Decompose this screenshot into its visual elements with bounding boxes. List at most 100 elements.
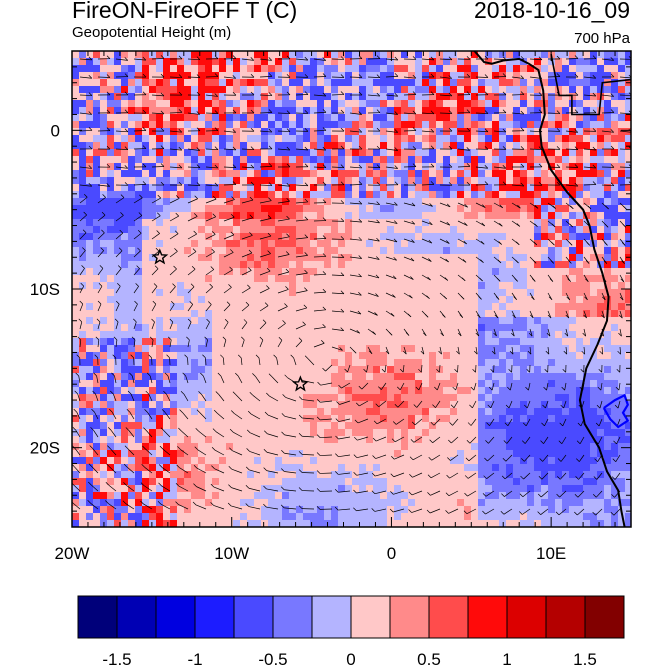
- shading-cell: [422, 401, 429, 408]
- shading-cell: [618, 296, 625, 303]
- shading-cell: [149, 478, 156, 485]
- shading-cell: [590, 184, 597, 191]
- shading-cell: [520, 324, 527, 331]
- shading-cell: [86, 100, 93, 107]
- shading-cell: [86, 394, 93, 401]
- shading-cell: [121, 331, 128, 338]
- shading-cell: [513, 135, 520, 142]
- wind-barb: [282, 320, 286, 324]
- wind-barb: [232, 55, 237, 59]
- shading-cell: [513, 177, 520, 184]
- shading-cell: [275, 212, 282, 219]
- shading-cell: [100, 128, 107, 135]
- shading-cell: [198, 100, 205, 107]
- shading-cell: [163, 331, 170, 338]
- shading-cell: [205, 380, 212, 387]
- shading-cell: [79, 457, 86, 464]
- wind-barb: [250, 73, 255, 78]
- shading-cell: [583, 387, 590, 394]
- wind-barb: [212, 195, 217, 200]
- shading-cell: [576, 485, 583, 492]
- shading-cell: [310, 128, 317, 135]
- wind-barb: [286, 55, 291, 60]
- shading-cell: [345, 408, 352, 415]
- shading-cell: [177, 394, 184, 401]
- shading-cell: [548, 135, 555, 142]
- wind-barb: [521, 458, 525, 462]
- wind-vector: [266, 470, 279, 474]
- wind-barb: [469, 404, 473, 409]
- shading-cell: [590, 86, 597, 93]
- shading-cell: [275, 457, 282, 464]
- shading-cell: [135, 471, 142, 478]
- shading-cell: [107, 387, 114, 394]
- wind-barb: [566, 296, 570, 301]
- shading-cell: [177, 387, 184, 394]
- wind-vector: [213, 486, 225, 492]
- shading-cell: [261, 135, 268, 142]
- wind-vector: [277, 112, 290, 114]
- shading-cell: [240, 233, 247, 240]
- shading-cell: [527, 478, 534, 485]
- shading-cell: [289, 520, 296, 527]
- shading-cell: [261, 107, 268, 114]
- shading-cell: [135, 170, 142, 177]
- wind-vector: [241, 270, 252, 276]
- wind-barb: [470, 386, 475, 391]
- shading-cell: [457, 177, 464, 184]
- wind-vector: [151, 250, 160, 258]
- shading-cell: [373, 51, 380, 58]
- wind-vector: [509, 382, 513, 391]
- wind-vector: [77, 393, 81, 402]
- shading-cell: [282, 247, 289, 254]
- shading-cell: [520, 373, 527, 380]
- wind-barb: [580, 368, 584, 373]
- shading-cell: [506, 338, 513, 345]
- wind-vector: [151, 339, 154, 348]
- shading-cell: [576, 184, 583, 191]
- shading-cell: [296, 506, 303, 513]
- shading-cell: [135, 261, 142, 268]
- shading-cell: [555, 107, 562, 114]
- wind-barb: [97, 300, 102, 305]
- shading-cell: [226, 184, 233, 191]
- shading-cell: [450, 51, 457, 58]
- wind-vector: [197, 449, 207, 456]
- shading-cell: [394, 198, 401, 205]
- shading-cell: [331, 142, 338, 149]
- shading-cell: [422, 191, 429, 198]
- wind-vector: [356, 490, 369, 494]
- shading-cell: [478, 261, 485, 268]
- shading-cell: [548, 72, 555, 79]
- shading-cell: [387, 422, 394, 429]
- wind-vector: [133, 250, 141, 258]
- shading-cell: [541, 457, 548, 464]
- shading-cell: [149, 149, 156, 156]
- shading-cell: [590, 415, 597, 422]
- wind-vector: [259, 94, 272, 96]
- wind-barb: [304, 198, 309, 203]
- shading-cell: [569, 471, 576, 478]
- wind-vector: [367, 220, 380, 224]
- wind-barb: [286, 128, 291, 132]
- shading-cell: [219, 184, 226, 191]
- shading-cell: [114, 359, 121, 366]
- shading-cell: [478, 177, 485, 184]
- wind-barb: [356, 329, 360, 334]
- shading-cell: [79, 478, 86, 485]
- shading-cell: [282, 65, 289, 72]
- shading-cell: [345, 93, 352, 100]
- shading-cell: [534, 121, 541, 128]
- wind-barb: [145, 390, 150, 395]
- wind-vector: [277, 148, 290, 151]
- wind-vector: [562, 418, 567, 427]
- shading-cell: [100, 331, 107, 338]
- shading-cell: [177, 478, 184, 485]
- wind-barb: [267, 215, 272, 219]
- wind-barb: [484, 128, 489, 132]
- shading-cell: [163, 191, 170, 198]
- shading-cell: [478, 478, 485, 485]
- wind-barb: [174, 230, 179, 234]
- shading-cell: [86, 58, 93, 65]
- shading-cell: [541, 233, 548, 240]
